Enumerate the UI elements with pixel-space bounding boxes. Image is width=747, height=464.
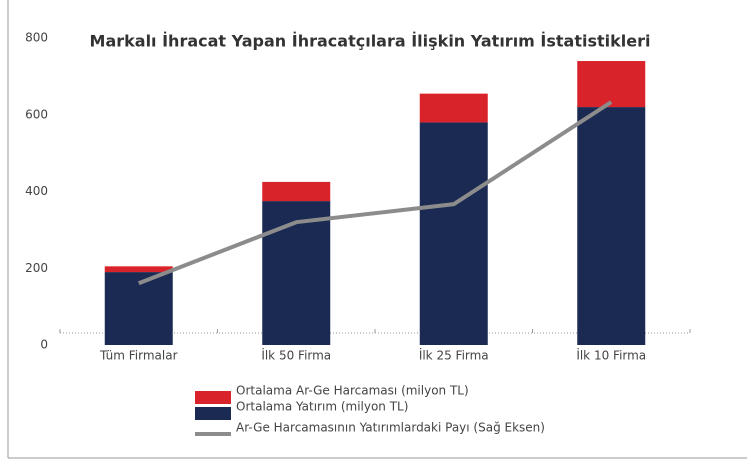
bar bbox=[262, 181, 331, 202]
bar bbox=[104, 266, 173, 273]
bar bbox=[577, 61, 646, 108]
chart-title: Markalı İhracat Yapan İhracatçılara İliş… bbox=[90, 32, 651, 51]
y-tick-label: 200 bbox=[25, 261, 48, 275]
y-tick-label: 600 bbox=[25, 107, 48, 121]
x-tick-label: Tüm Firmalar bbox=[99, 349, 178, 363]
bar bbox=[262, 201, 331, 345]
legend-label: Ar-Ge Harcamasının Yatırımlardaki Payı (… bbox=[236, 421, 545, 435]
x-tick-label: İlk 25 Firma bbox=[419, 348, 489, 363]
legend-label: Ortalama Yatırım (milyon TL) bbox=[236, 400, 408, 414]
x-tick-label: İlk 50 Firma bbox=[261, 348, 331, 363]
legend-swatch bbox=[195, 407, 231, 420]
line-series bbox=[138, 100, 613, 286]
legend-swatch bbox=[195, 391, 231, 404]
legend-label: Ortalama Ar-Ge Harcaması (milyon TL) bbox=[236, 384, 469, 398]
x-tick-label: İlk 10 Firma bbox=[576, 348, 646, 363]
y-tick-label: 400 bbox=[25, 184, 48, 198]
y-tick-label: 0 bbox=[40, 338, 48, 352]
bar bbox=[419, 122, 488, 345]
bar bbox=[419, 93, 488, 123]
bar bbox=[577, 107, 646, 345]
y-tick-label: 800 bbox=[25, 31, 48, 45]
bar bbox=[104, 272, 173, 345]
